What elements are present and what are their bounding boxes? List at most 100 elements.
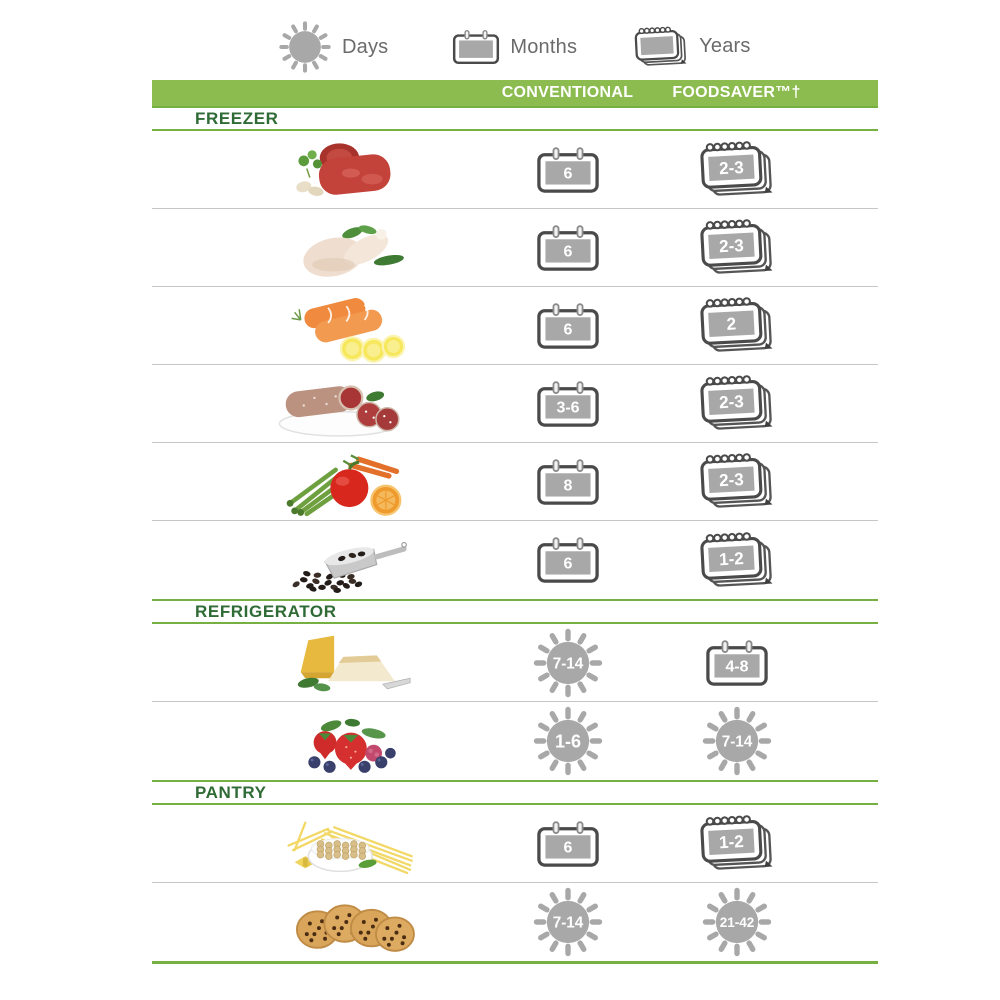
duration-value: 21-42 <box>719 915 754 930</box>
table-row: 6 2-3 <box>152 131 878 209</box>
calendar-stack-icon: 1-2 <box>699 815 773 870</box>
conventional-duration: 6 <box>483 820 652 868</box>
section-header-refrigerator: REFRIGERATOR <box>152 599 878 624</box>
salmon-fillets-image <box>290 297 405 363</box>
cookies-cell <box>152 884 483 960</box>
section-header-pantry: PANTRY <box>152 780 878 805</box>
salami-image <box>278 384 400 437</box>
table-row: 6 1-2 <box>152 521 878 599</box>
duration-value: 6 <box>563 321 572 338</box>
conventional-duration: 3-6 <box>483 380 652 428</box>
conventional-duration: 1-6 <box>483 705 652 777</box>
calendar-stack-icon: 2-3 <box>699 375 773 430</box>
raw-chicken-cell <box>152 210 483 286</box>
duration-value: 8 <box>563 477 572 494</box>
calendar-icon: 6 <box>536 820 599 867</box>
conventional-duration: 6 <box>483 302 652 350</box>
calendar-stack-icon: 2-3 <box>699 453 773 508</box>
table-row: 6 2 <box>152 287 878 365</box>
conventional-duration: 8 <box>483 458 652 506</box>
legend-label-days: Days <box>342 35 389 58</box>
duration-value: 1-2 <box>718 831 744 852</box>
duration-value: 6 <box>563 165 572 182</box>
salmon-fillets-cell <box>152 288 483 364</box>
sun-icon <box>278 20 332 74</box>
pasta-and-legumes-image <box>286 821 413 874</box>
duration-value: 2-3 <box>718 469 744 490</box>
duration-value: 2 <box>726 313 737 333</box>
calendar-icon: 4-8 <box>705 639 768 686</box>
calendar-icon <box>453 29 500 65</box>
table-row: 3-6 2-3 <box>152 365 878 443</box>
legend-label-years: Years <box>699 35 751 58</box>
conventional-duration: 6 <box>483 146 652 194</box>
calendar-stack-icon <box>633 25 689 69</box>
foodsaver-duration: 1-2 <box>652 813 821 874</box>
calendar-icon: 8 <box>536 458 599 505</box>
table-body: FREEZER 6 2-3 6 <box>152 106 878 961</box>
sun-icon: 7-14 <box>533 887 602 957</box>
berries-image <box>307 718 396 773</box>
section-label: FREEZER <box>195 108 279 128</box>
salami-cell <box>152 366 483 442</box>
foodsaver-duration: 2-3 <box>652 373 821 434</box>
duration-value: 1-2 <box>718 548 744 569</box>
calendar-stack-icon: 2-3 <box>699 219 773 274</box>
pasta-and-legumes-cell <box>152 806 483 882</box>
duration-value: 4-8 <box>725 658 748 675</box>
foodsaver-duration: 7-14 <box>652 705 821 777</box>
duration-value: 7-14 <box>552 655 583 672</box>
legend-item-months: Months <box>452 29 577 65</box>
cookies-image <box>295 904 415 952</box>
conventional-duration: 6 <box>483 536 652 584</box>
duration-value: 7-14 <box>552 914 583 931</box>
duration-value: 6 <box>563 839 572 856</box>
section-label: PANTRY <box>195 782 267 802</box>
calendar-icon: 6 <box>536 146 599 193</box>
foodsaver-duration: 2 <box>652 295 821 356</box>
sun-icon: 1-6 <box>533 706 602 776</box>
duration-value: 6 <box>563 556 572 573</box>
calendar-stack-icon: 2 <box>699 297 773 352</box>
calendar-icon: 3-6 <box>536 380 599 427</box>
calendar-stack-icon <box>634 26 687 66</box>
duration-value: 2-3 <box>718 157 744 178</box>
table-row: 7-14 4-8 <box>152 624 878 702</box>
vegetables-cell <box>152 444 483 520</box>
sun-icon: 7-14 <box>702 706 771 776</box>
conventional-duration: 7-14 <box>483 886 652 958</box>
table-row: 1-6 7-14 <box>152 702 878 780</box>
beef-steaks-cell <box>152 132 483 208</box>
section-label: REFRIGERATOR <box>195 601 337 621</box>
table-row: 8 2-3 <box>152 443 878 521</box>
foodsaver-duration: 21-42 <box>652 886 821 958</box>
legend-item-days: Days <box>278 20 388 74</box>
raw-chicken-image <box>302 224 404 277</box>
duration-value: 3-6 <box>556 399 579 416</box>
table-bottom-rule <box>152 961 878 964</box>
storage-table: CONVENTIONAL FOODSAVER™† FREEZER 6 2-3 <box>152 80 878 964</box>
duration-value: 2-3 <box>718 391 744 412</box>
table-row: 6 2-3 <box>152 209 878 287</box>
foodsaver-duration: 2-3 <box>652 451 821 512</box>
duration-value: 6 <box>563 243 572 260</box>
calendar-icon: 6 <box>536 302 599 349</box>
section-header-freezer: FREEZER <box>152 106 878 131</box>
sun-icon: 21-42 <box>702 887 771 957</box>
foodsaver-duration: 4-8 <box>652 639 821 687</box>
column-header-conventional: CONVENTIONAL <box>501 84 634 101</box>
coffee-beans-image <box>292 541 407 593</box>
conventional-duration: 6 <box>483 224 652 272</box>
column-header-foodsaver: FOODSAVER™† <box>672 84 801 101</box>
calendar-icon: 6 <box>536 537 599 583</box>
duration-value: 2-3 <box>718 235 744 256</box>
sun-icon: 7-14 <box>533 628 602 697</box>
legend: Days Months Years <box>278 20 1000 74</box>
coffee-beans-cell <box>152 522 483 598</box>
table-row: 7-14 21-42 <box>152 883 878 961</box>
calendar-icon <box>452 29 500 65</box>
foodsaver-duration: 1-2 <box>652 530 821 591</box>
legend-label-months: Months <box>510 35 578 58</box>
calendar-stack-icon: 2-3 <box>699 141 773 196</box>
